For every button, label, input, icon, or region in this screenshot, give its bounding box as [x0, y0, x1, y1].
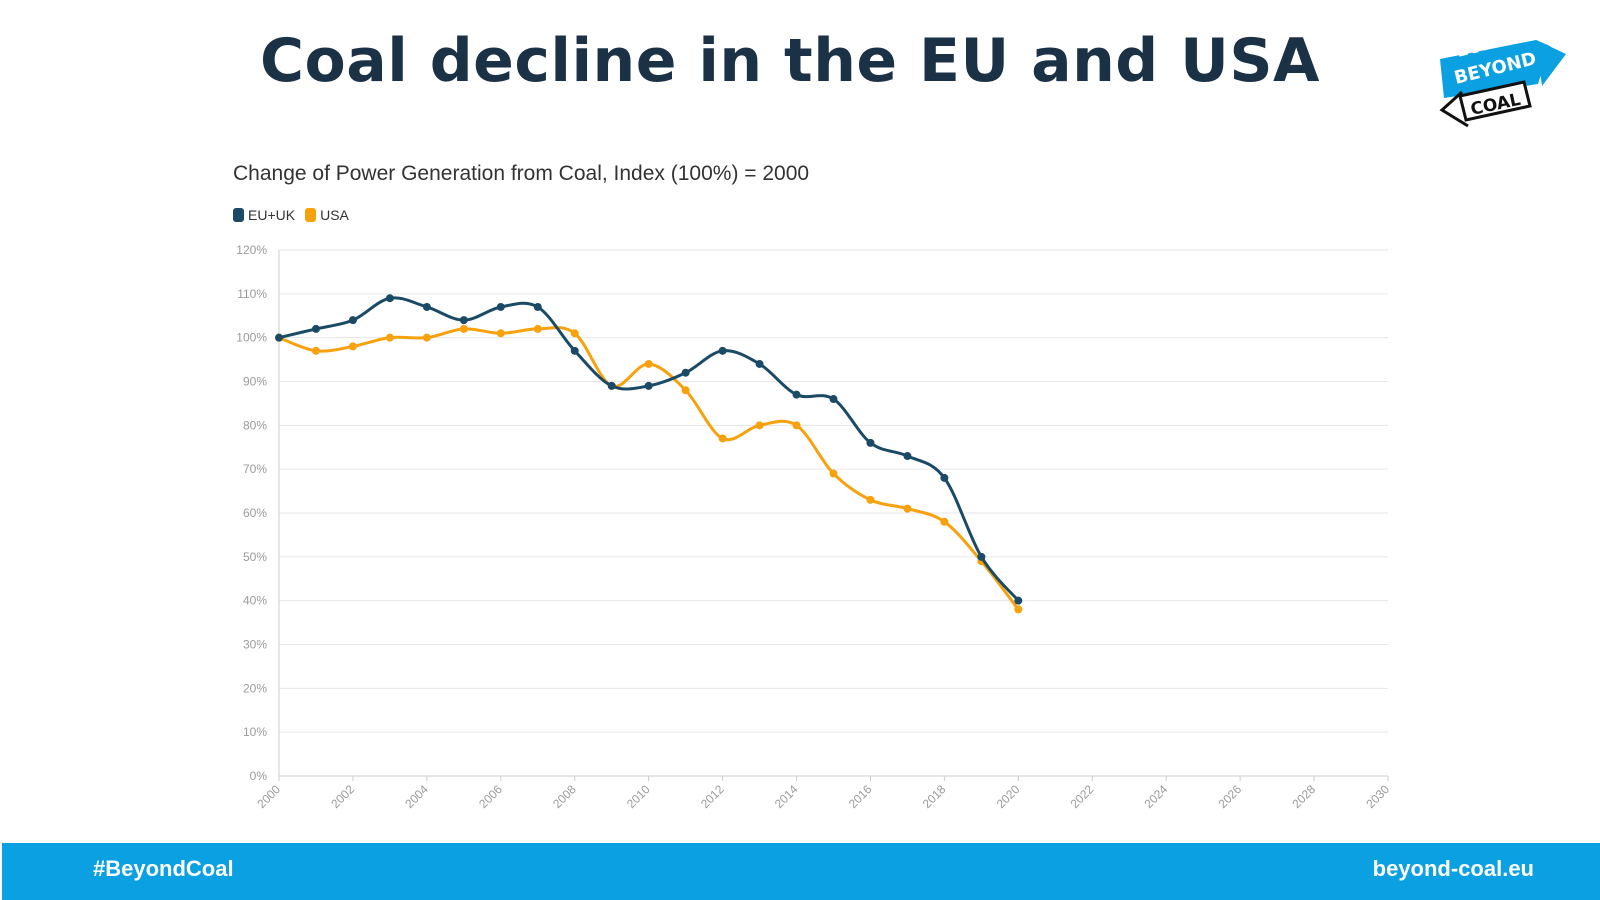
y-tick-label: 50%: [243, 550, 267, 564]
series-line-eu: [278, 296, 1020, 602]
page-title: Coal decline in the EU and USA: [260, 26, 1320, 96]
data-point-usa: [718, 434, 727, 443]
x-tick-label: 2016: [846, 782, 875, 811]
x-tick-label: 2012: [698, 782, 727, 811]
y-tick-label: 70%: [243, 462, 267, 476]
x-tick-label: 2028: [1289, 782, 1318, 811]
data-point-eu: [977, 552, 986, 561]
data-point-eu: [644, 381, 653, 390]
data-point-eu: [348, 316, 357, 325]
chart-legend: EU+UK USA: [233, 207, 349, 223]
y-tick-label: 120%: [236, 243, 267, 257]
y-tick-label: 90%: [243, 375, 267, 389]
series-line-usa: [278, 326, 1020, 611]
data-point-usa: [644, 359, 653, 368]
data-point-eu: [422, 302, 431, 311]
legend-swatch-eu: [233, 208, 244, 222]
data-point-eu: [792, 390, 801, 399]
legend-label-eu: EU+UK: [248, 207, 296, 223]
x-tick-label: 2004: [402, 782, 431, 811]
x-tick-label: 2024: [1142, 782, 1171, 811]
data-point-usa: [792, 421, 801, 430]
data-point-eu: [718, 346, 727, 355]
data-point-eu: [940, 473, 949, 482]
footer-hashtag[interactable]: #BeyondCoal: [93, 856, 234, 881]
x-tick-label: 2002: [328, 782, 357, 811]
data-point-eu: [311, 324, 320, 333]
legend-label-usa: USA: [320, 207, 349, 223]
footer-bar: #BeyondCoal beyond-coal.eu: [2, 843, 1600, 900]
data-point-usa: [385, 333, 394, 342]
data-point-usa: [829, 469, 838, 478]
data-point-eu: [533, 302, 542, 311]
data-point-usa: [1014, 605, 1023, 614]
data-point-usa: [348, 342, 357, 351]
data-point-usa: [496, 329, 505, 338]
legend-item-eu[interactable]: EU+UK: [233, 207, 295, 223]
x-tick-label: 2008: [550, 782, 579, 811]
x-tick-label: 2026: [1215, 782, 1244, 811]
legend-item-usa[interactable]: USA: [305, 207, 349, 223]
data-point-eu: [866, 438, 875, 447]
data-point-eu: [459, 316, 468, 325]
y-tick-label: 40%: [243, 594, 267, 608]
y-tick-label: 110%: [237, 287, 267, 301]
data-point-eu: [607, 381, 616, 390]
x-tick-label: 2020: [994, 782, 1023, 811]
data-point-usa: [681, 386, 690, 395]
x-tick-label: 2014: [772, 782, 801, 811]
data-point-eu: [1014, 596, 1023, 605]
data-point-usa: [459, 324, 468, 333]
data-point-usa: [940, 517, 949, 526]
y-tick-label: 30%: [243, 638, 267, 652]
y-tick-label: 60%: [243, 506, 267, 520]
footer-url[interactable]: beyond-coal.eu: [1372, 856, 1534, 881]
data-point-eu: [570, 346, 579, 355]
x-tick-label: 2000: [254, 782, 283, 811]
data-point-usa: [422, 333, 431, 342]
line-chart: 0% 10% 20% 30% 40% 50% 60% 70% 80% 90% 100% 110% 120…: [236, 243, 1392, 811]
europe-beyond-coal-logo: EUROPE BEYOND COAL: [1439, 26, 1566, 128]
data-point-eu: [496, 302, 505, 311]
data-point-usa: [570, 329, 579, 338]
data-point-eu: [755, 359, 764, 368]
x-tick-label: 2006: [476, 782, 505, 811]
data-point-eu: [681, 368, 690, 377]
y-tick-label: 10%: [243, 725, 267, 739]
y-tick-label: 100%: [236, 331, 267, 345]
x-tick-label: 2018: [920, 782, 949, 811]
chart-title: Change of Power Generation from Coal, In…: [233, 162, 810, 185]
y-tick-label: 20%: [243, 681, 267, 695]
y-tick-label: 80%: [243, 418, 267, 432]
legend-swatch-usa: [305, 208, 317, 222]
data-point-usa: [533, 324, 542, 333]
data-point-usa: [755, 421, 764, 430]
data-point-usa: [866, 495, 875, 504]
data-point-usa: [311, 346, 320, 355]
y-tick-label: 0%: [250, 769, 268, 783]
data-point-usa: [903, 504, 912, 513]
x-tick-label: 2022: [1068, 782, 1097, 811]
data-point-eu: [829, 395, 838, 404]
x-tick-label: 2030: [1363, 782, 1392, 811]
data-point-eu: [385, 294, 394, 303]
data-point-eu: [903, 452, 912, 461]
x-tick-label: 2010: [624, 782, 653, 811]
data-point-eu: [275, 333, 283, 342]
